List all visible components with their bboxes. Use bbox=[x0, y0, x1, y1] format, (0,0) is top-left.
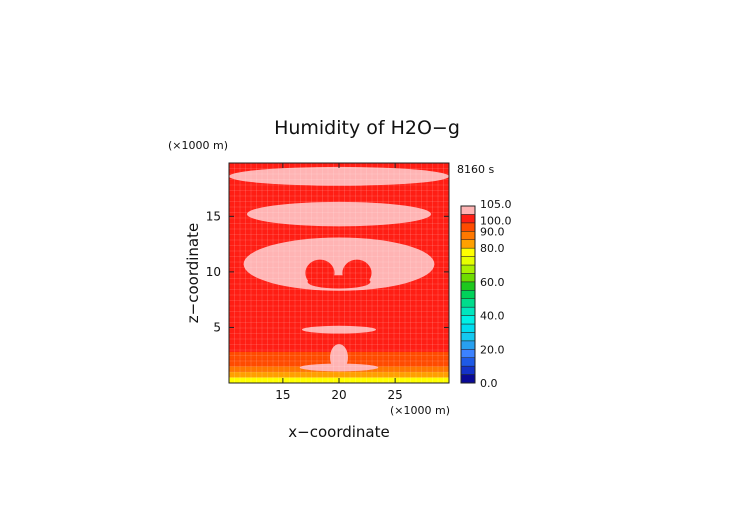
colorbar-frame bbox=[460, 205, 476, 384]
colorbar-tick-label: 100.0 bbox=[480, 214, 512, 227]
y-tick-label: 10 bbox=[206, 265, 221, 279]
colorbar-level-12 bbox=[460, 273, 476, 283]
colorbar-level-20 bbox=[460, 205, 476, 215]
colorbar-level-8 bbox=[460, 306, 476, 316]
x-tick-label: 25 bbox=[387, 388, 402, 402]
colorbar-level-1 bbox=[460, 365, 476, 375]
colorbar-level-2 bbox=[460, 357, 476, 367]
colorbar-level-7 bbox=[460, 315, 476, 325]
colorbar-level-10 bbox=[460, 290, 476, 299]
humidity-region-8 bbox=[299, 363, 379, 372]
y-tick-label: 15 bbox=[206, 209, 221, 223]
time-label: 8160 s bbox=[457, 163, 494, 176]
colorbar-level-15 bbox=[460, 247, 476, 257]
colorbar-tick-label: 90.0 bbox=[480, 225, 505, 238]
x-unit-label: (×1000 m) bbox=[390, 404, 450, 417]
colorbar-tick-label: 20.0 bbox=[480, 343, 505, 356]
x-tick-label: 15 bbox=[275, 388, 290, 402]
colorbar-level-9 bbox=[460, 298, 476, 308]
colorbar-level-14 bbox=[460, 256, 476, 266]
colorbar-tick-label: 40.0 bbox=[480, 310, 505, 323]
humidity-region-1 bbox=[246, 201, 432, 227]
chart-title: Humidity of H2O−g bbox=[274, 117, 460, 139]
humidity-region-5 bbox=[307, 275, 371, 289]
humidity-region-6 bbox=[301, 325, 377, 334]
colorbar-level-11 bbox=[460, 281, 476, 291]
colorbar-level-0 bbox=[460, 374, 476, 384]
colorbar-tick-label: 60.0 bbox=[480, 276, 505, 289]
x-axis-label: x−coordinate bbox=[288, 423, 389, 441]
colorbar-level-19 bbox=[460, 214, 476, 224]
colorbar-tick-label: 0.0 bbox=[480, 377, 498, 390]
y-tick-label: 5 bbox=[213, 320, 221, 334]
y-axis: 5 10 15 bbox=[206, 209, 449, 334]
colorbar-tick-label: 80.0 bbox=[480, 242, 505, 255]
colorbar-level-16 bbox=[460, 239, 476, 249]
x-axis: 15 20 25 bbox=[275, 163, 403, 402]
heatmap-plot bbox=[229, 163, 449, 383]
y-axis-label: z−coordinate bbox=[184, 223, 202, 323]
colorbar-level-4 bbox=[460, 340, 476, 350]
humidity-region-0 bbox=[229, 166, 449, 186]
colorbar-level-18 bbox=[460, 222, 476, 232]
humidity-band-1 bbox=[229, 371, 449, 378]
x-tick-label: 20 bbox=[331, 388, 346, 402]
colorbar-tick-label: 105.0 bbox=[480, 198, 512, 211]
colorbar-level-6 bbox=[460, 323, 476, 333]
y-unit-label: (×1000 m) bbox=[168, 139, 228, 152]
colorbar-level-5 bbox=[460, 332, 476, 342]
colorbar-level-3 bbox=[460, 349, 476, 358]
colorbar-level-13 bbox=[460, 264, 476, 274]
humidity-region-2 bbox=[243, 237, 435, 291]
colorbar-level-17 bbox=[460, 231, 476, 240]
